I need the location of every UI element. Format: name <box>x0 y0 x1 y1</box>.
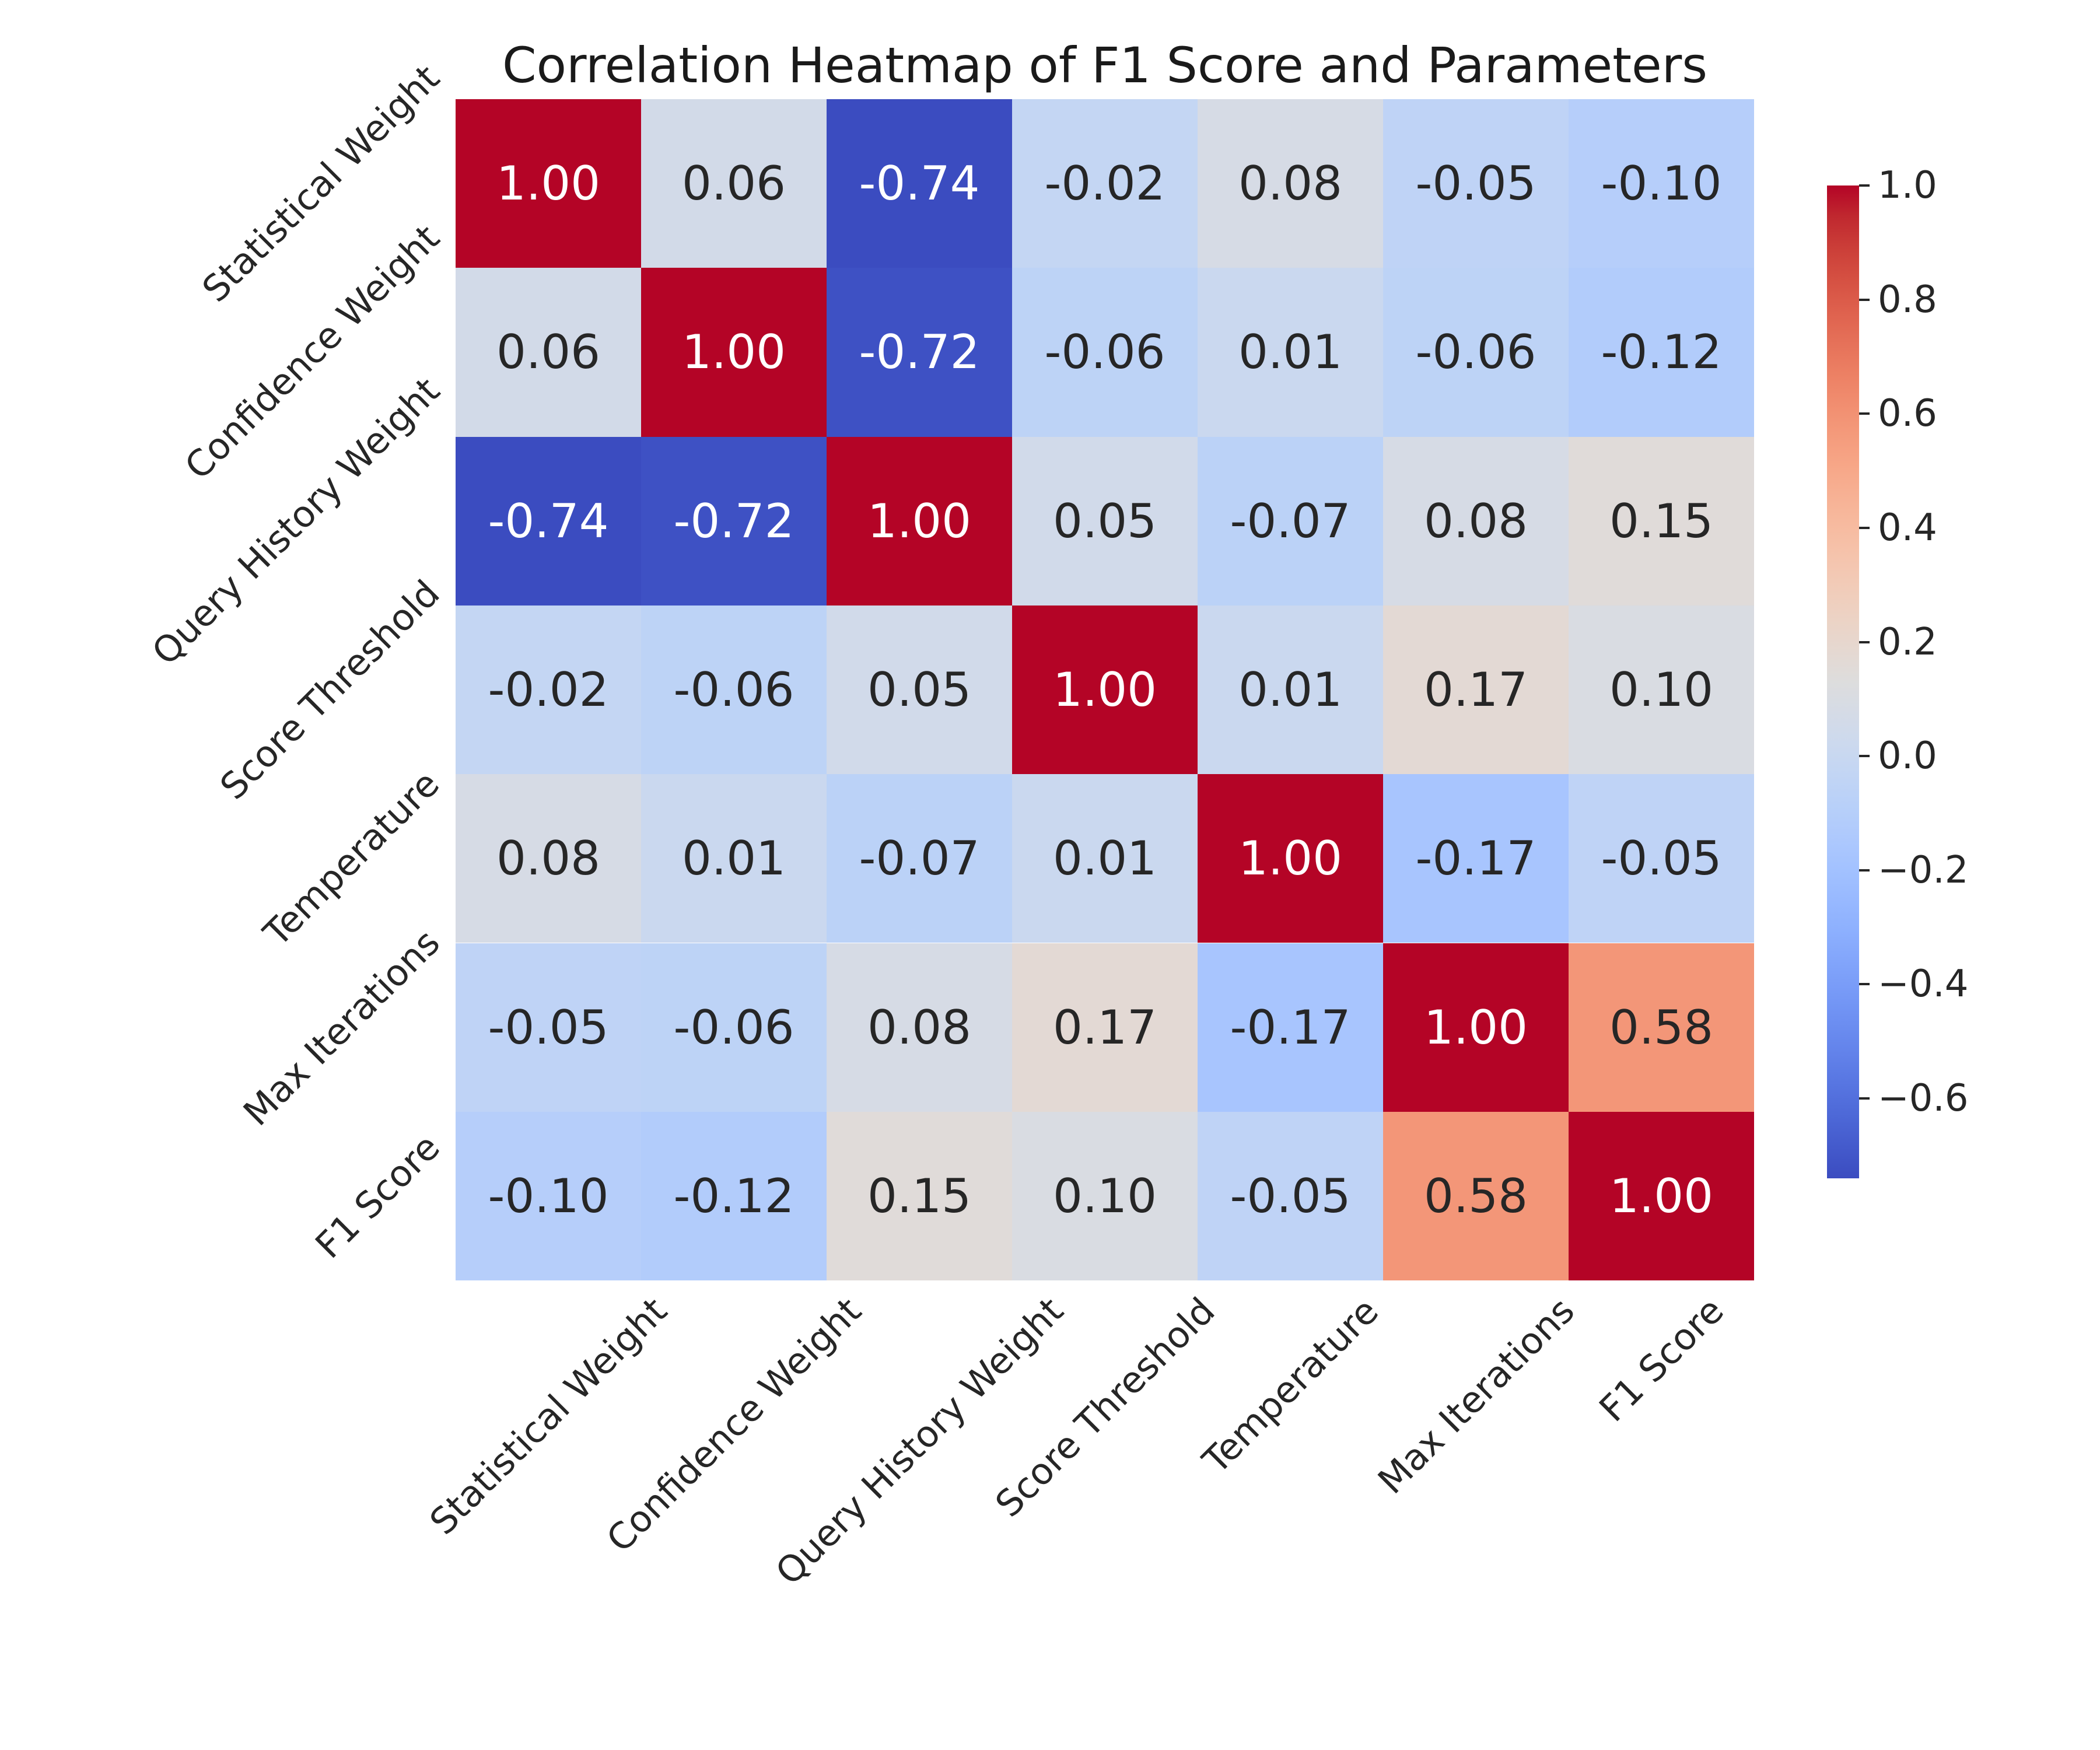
heatmap-cell: -0.74 <box>456 436 641 606</box>
heatmap-cell: 0.05 <box>827 605 1012 775</box>
x-axis-label: F1 Score <box>1591 1289 1732 1430</box>
heatmap-cell: 0.01 <box>1012 774 1198 943</box>
heatmap-cell: -0.10 <box>1569 99 1754 268</box>
heatmap-cell: 1.00 <box>1198 774 1383 943</box>
heatmap-cell: 0.06 <box>456 268 641 437</box>
heatmap-cell: -0.72 <box>641 436 827 606</box>
heatmap-cell: -0.07 <box>1198 436 1383 606</box>
heatmap-cell: -0.06 <box>1383 268 1569 437</box>
heatmap-cell: -0.05 <box>1569 774 1754 943</box>
colorbar-tick-label: −0.4 <box>1878 963 1969 1006</box>
colorbar-tick-label: 0.8 <box>1878 278 1937 321</box>
heatmap-cell: 0.06 <box>641 99 827 268</box>
colorbar-tick-label: 0.2 <box>1878 620 1937 664</box>
heatmap-cell: -0.02 <box>1012 99 1198 268</box>
heatmap-cell: -0.07 <box>827 774 1012 943</box>
colorbar-tick <box>1859 640 1870 643</box>
heatmap-cell: 1.00 <box>1383 943 1569 1112</box>
colorbar-tick <box>1859 184 1870 187</box>
heatmap-cell: 0.08 <box>456 774 641 943</box>
colorbar-tick-label: 0.6 <box>1878 392 1937 436</box>
heatmap-cell: -0.10 <box>456 1111 641 1281</box>
heatmap-cell: 1.00 <box>827 436 1012 606</box>
colorbar-tick-label: −0.2 <box>1878 848 1969 892</box>
heatmap-cell: -0.17 <box>1198 943 1383 1112</box>
heatmap-cell: 0.15 <box>827 1111 1012 1281</box>
heatmap-cell: -0.12 <box>1569 268 1754 437</box>
x-axis-label: Max Iterations <box>1369 1289 1583 1503</box>
heatmap-cell: -0.06 <box>1012 268 1198 437</box>
x-axis-label: Temperature <box>1194 1289 1387 1482</box>
heatmap-cell: 1.00 <box>1569 1111 1754 1281</box>
heatmap-cell: -0.12 <box>641 1111 827 1281</box>
colorbar-tick <box>1859 869 1870 872</box>
heatmap-cell: 1.00 <box>456 99 641 268</box>
colorbar-tick-label: 0.0 <box>1878 734 1937 778</box>
heatmap-cell: -0.06 <box>641 943 827 1112</box>
colorbar-tick-label: −0.6 <box>1878 1077 1969 1121</box>
colorbar-tick <box>1859 412 1870 415</box>
colorbar-tick <box>1859 298 1870 301</box>
colorbar-gradient <box>1827 186 1859 1178</box>
heatmap-grid: 1.00 0.06 -0.74 -0.02 0.08 -0.05 -0.10 0.06 1.00… <box>456 99 1754 1281</box>
heatmap-cell: 0.01 <box>641 774 827 943</box>
heatmap-cell: -0.05 <box>456 943 641 1112</box>
heatmap-cell: -0.74 <box>827 99 1012 268</box>
colorbar-tick-label: 1.0 <box>1878 164 1937 207</box>
colorbar-tick <box>1859 983 1870 986</box>
heatmap-cell: 0.05 <box>1012 436 1198 606</box>
heatmap-cell: 0.10 <box>1569 605 1754 775</box>
heatmap-cell: -0.05 <box>1198 1111 1383 1281</box>
y-axis-label: Max Iterations <box>235 921 448 1134</box>
heatmap-cell: 0.17 <box>1383 605 1569 775</box>
heatmap-cell: 1.00 <box>641 268 827 437</box>
heatmap-cell: 0.17 <box>1012 943 1198 1112</box>
heatmap-cell: 0.58 <box>1569 943 1754 1112</box>
heatmap-cell: 0.15 <box>1569 436 1754 606</box>
heatmap-cell: -0.06 <box>641 605 827 775</box>
heatmap-cell: -0.02 <box>456 605 641 775</box>
heatmap-cell: 0.08 <box>827 943 1012 1112</box>
colorbar-tick <box>1859 1097 1870 1100</box>
heatmap-cell: 0.10 <box>1012 1111 1198 1281</box>
heatmap-cell: -0.05 <box>1383 99 1569 268</box>
heatmap-cell: 0.08 <box>1198 99 1383 268</box>
heatmap-cell: 0.01 <box>1198 268 1383 437</box>
heatmap-cell: 1.00 <box>1012 605 1198 775</box>
colorbar: 1.0 0.8 0.6 0.4 0.2 0.0 −0.2 −0.4 −0.6 <box>1827 167 1968 1178</box>
heatmap-cell: 0.08 <box>1383 436 1569 606</box>
heatmap-cell: -0.72 <box>827 268 1012 437</box>
heatmap-cell: 0.01 <box>1198 605 1383 775</box>
heatmap-cell: -0.17 <box>1383 774 1569 943</box>
colorbar-tick <box>1859 526 1870 529</box>
chart-title: Correlation Heatmap of F1 Score and Para… <box>502 37 1708 94</box>
colorbar-tick-label: 0.4 <box>1878 506 1937 550</box>
colorbar-tick <box>1859 755 1870 758</box>
heatmap-cell: 0.58 <box>1383 1111 1569 1281</box>
y-axis-label: F1 Score <box>307 1125 449 1267</box>
